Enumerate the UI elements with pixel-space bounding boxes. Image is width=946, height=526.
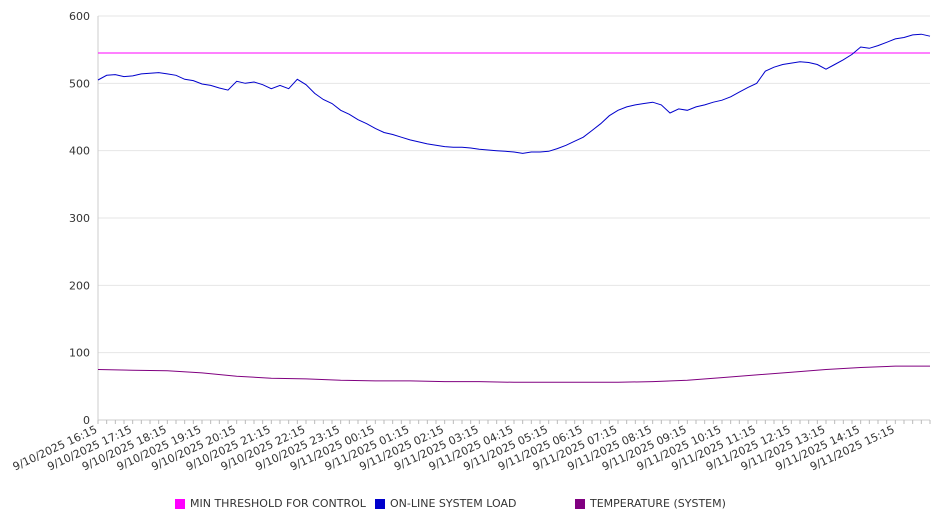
legend-label: ON-LINE SYSTEM LOAD [390, 497, 517, 510]
y-tick-label: 400 [69, 145, 90, 158]
y-tick-label: 200 [69, 279, 90, 292]
y-tick-label: 500 [69, 77, 90, 90]
y-axis-ticks: 0 100 200 300 400 500 600 [69, 10, 90, 427]
legend-item-system-load[interactable]: ON-LINE SYSTEM LOAD [375, 497, 516, 510]
legend: MIN THRESHOLD FOR CONTROL ON-LINE SYSTEM… [0, 497, 946, 515]
legend-item-temperature[interactable]: TEMPERATURE (SYSTEM) [575, 497, 726, 510]
series-line-2 [97, 365, 930, 383]
series-lines [97, 33, 931, 383]
legend-label: TEMPERATURE (SYSTEM) [590, 497, 726, 510]
grid-lines [98, 15, 930, 421]
y-tick-label: 600 [69, 10, 90, 23]
y-tick-label: 0 [83, 414, 90, 427]
legend-label: MIN THRESHOLD FOR CONTROL [190, 497, 366, 510]
y-tick-label: 300 [69, 212, 90, 225]
y-tick-label: 100 [69, 347, 90, 360]
legend-item-min-threshold[interactable]: MIN THRESHOLD FOR CONTROL [175, 497, 366, 510]
legend-swatch-magenta [175, 498, 185, 509]
series-line-1 [97, 33, 931, 154]
legend-swatch-blue [375, 498, 385, 509]
x-axis-ticks: 9/10/2025 16:159/10/2025 17:159/10/2025 … [11, 420, 931, 473]
legend-swatch-purple [575, 498, 585, 509]
